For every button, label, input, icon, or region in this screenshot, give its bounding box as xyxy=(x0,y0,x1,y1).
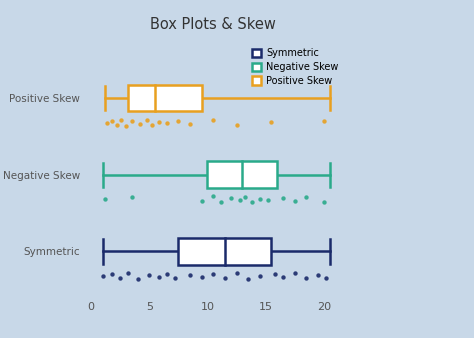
Title: Box Plots & Skew: Box Plots & Skew xyxy=(150,18,276,32)
Point xyxy=(146,272,153,277)
Point xyxy=(271,271,279,277)
Point xyxy=(128,195,136,200)
Point xyxy=(101,197,109,202)
Point xyxy=(186,272,194,278)
Point xyxy=(221,275,229,280)
Point xyxy=(233,123,240,128)
Point xyxy=(291,270,299,275)
Point xyxy=(117,275,124,281)
Point xyxy=(291,198,299,203)
Point xyxy=(245,276,252,281)
Point xyxy=(302,275,310,281)
Point xyxy=(174,118,182,124)
Point xyxy=(128,119,136,124)
Point xyxy=(99,273,107,279)
Point xyxy=(125,270,132,275)
Point xyxy=(134,276,141,282)
Point xyxy=(322,275,330,280)
Point xyxy=(256,273,264,278)
Point xyxy=(264,197,272,203)
Legend: Symmetric, Negative Skew, Positive Skew: Symmetric, Negative Skew, Positive Skew xyxy=(249,45,342,89)
Point xyxy=(302,194,310,199)
Bar xyxy=(208,161,277,188)
Bar xyxy=(178,238,272,265)
Point xyxy=(163,271,171,276)
Point xyxy=(118,117,125,122)
Point xyxy=(122,123,130,128)
Point xyxy=(198,198,205,204)
Point xyxy=(320,118,328,123)
Point xyxy=(268,120,275,125)
Point xyxy=(233,271,240,276)
Point xyxy=(314,272,322,278)
Point xyxy=(210,117,217,123)
Point xyxy=(236,198,244,203)
Point xyxy=(186,121,194,127)
Point xyxy=(198,274,205,280)
Point xyxy=(108,118,116,123)
Point xyxy=(155,274,163,280)
Point xyxy=(279,274,287,280)
Point xyxy=(256,196,264,201)
Point xyxy=(171,275,179,281)
Point xyxy=(210,194,217,199)
Point xyxy=(320,199,328,205)
Point xyxy=(108,271,116,277)
Point xyxy=(218,200,225,205)
Point xyxy=(227,195,235,201)
Point xyxy=(248,199,255,204)
Point xyxy=(241,194,248,200)
Point xyxy=(279,195,287,200)
Point xyxy=(163,121,171,126)
Point xyxy=(148,122,155,128)
Bar xyxy=(128,84,201,112)
Point xyxy=(136,121,144,126)
Point xyxy=(113,122,120,127)
Point xyxy=(143,118,151,123)
Point xyxy=(155,119,163,124)
Point xyxy=(210,272,217,277)
Point xyxy=(104,120,111,125)
